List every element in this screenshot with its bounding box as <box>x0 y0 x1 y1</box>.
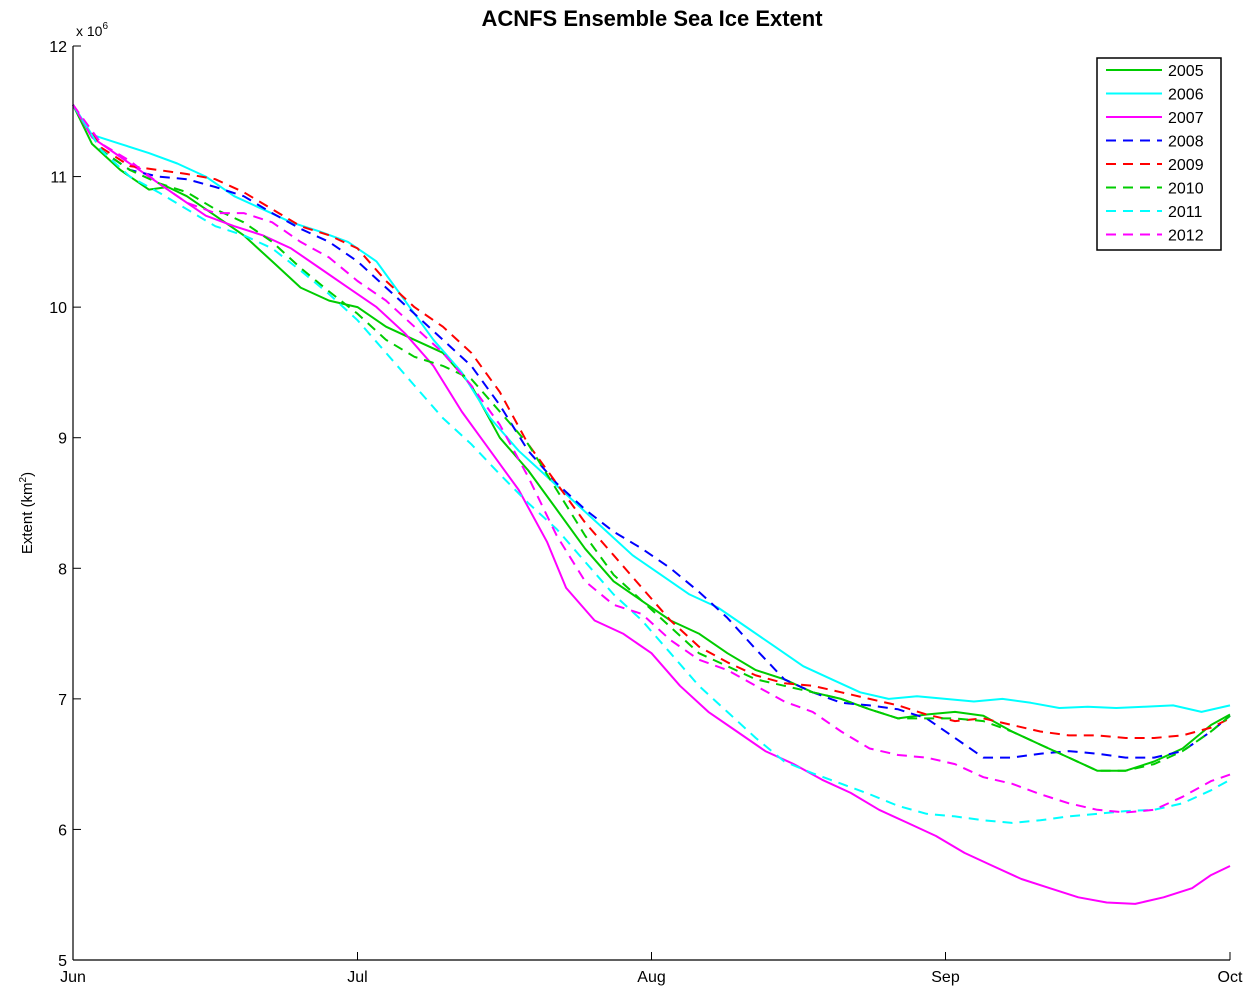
series-line-2007 <box>72 104 1231 905</box>
x-tick-label: Oct <box>1218 969 1243 986</box>
y-exponent-prefix: x 10 <box>76 23 103 39</box>
legend-label-2009: 2009 <box>1168 157 1204 174</box>
y-axis-label-sup: 2 <box>18 476 29 482</box>
y-tick-label: 10 <box>49 300 67 317</box>
y-tick-label: 9 <box>58 431 67 448</box>
y-tick-label: 6 <box>58 822 67 839</box>
legend-box <box>1096 57 1222 251</box>
y-tick-label: 7 <box>58 692 67 709</box>
legend-label-2005: 2005 <box>1168 63 1204 80</box>
y-axis-label: Extent (km2) <box>18 472 36 554</box>
y-axis-label-text: Extent (km <box>19 482 36 554</box>
x-tick-label: Jun <box>60 969 86 986</box>
legend-items: 2005 2006 2007 2008 2009 2010 2011 2012 <box>1106 63 1204 245</box>
series-line-2005 <box>72 104 1231 772</box>
y-tick-label: 5 <box>58 953 67 970</box>
series-line-2011 <box>72 104 1231 824</box>
plot-lines <box>72 104 1231 905</box>
series-line-2006 <box>72 104 1231 713</box>
y-tick-label: 12 <box>49 39 67 56</box>
legend-label-2008: 2008 <box>1168 134 1204 151</box>
legend-label-2011: 2011 <box>1168 204 1203 221</box>
legend-label-2012: 2012 <box>1168 228 1204 245</box>
x-tick-label: Aug <box>637 969 665 986</box>
x-tick-label: Sep <box>931 969 960 986</box>
y-exponent-power: 6 <box>102 21 108 32</box>
series-line-2009 <box>72 104 1231 739</box>
series-line-2012 <box>72 104 1231 814</box>
axes: 5 6 7 8 9 10 11 12 Jun Jul Aug Sep Oct <box>49 39 1243 986</box>
x-tick-label: Jul <box>347 969 367 986</box>
y-exponent-label: x 106 <box>76 21 108 39</box>
y-tick-label: 11 <box>50 170 67 187</box>
chart-title: ACNFS Ensemble Sea Ice Extent <box>481 6 823 31</box>
legend: 2005 2006 2007 2008 2009 2010 2011 2012 <box>1096 57 1222 251</box>
legend-label-2006: 2006 <box>1168 87 1204 104</box>
series-line-2010 <box>72 104 1231 772</box>
legend-label-2010: 2010 <box>1168 181 1204 198</box>
legend-label-2007: 2007 <box>1168 110 1204 127</box>
y-tick-label: 8 <box>58 561 67 578</box>
y-axis-label-close: ) <box>19 472 36 477</box>
